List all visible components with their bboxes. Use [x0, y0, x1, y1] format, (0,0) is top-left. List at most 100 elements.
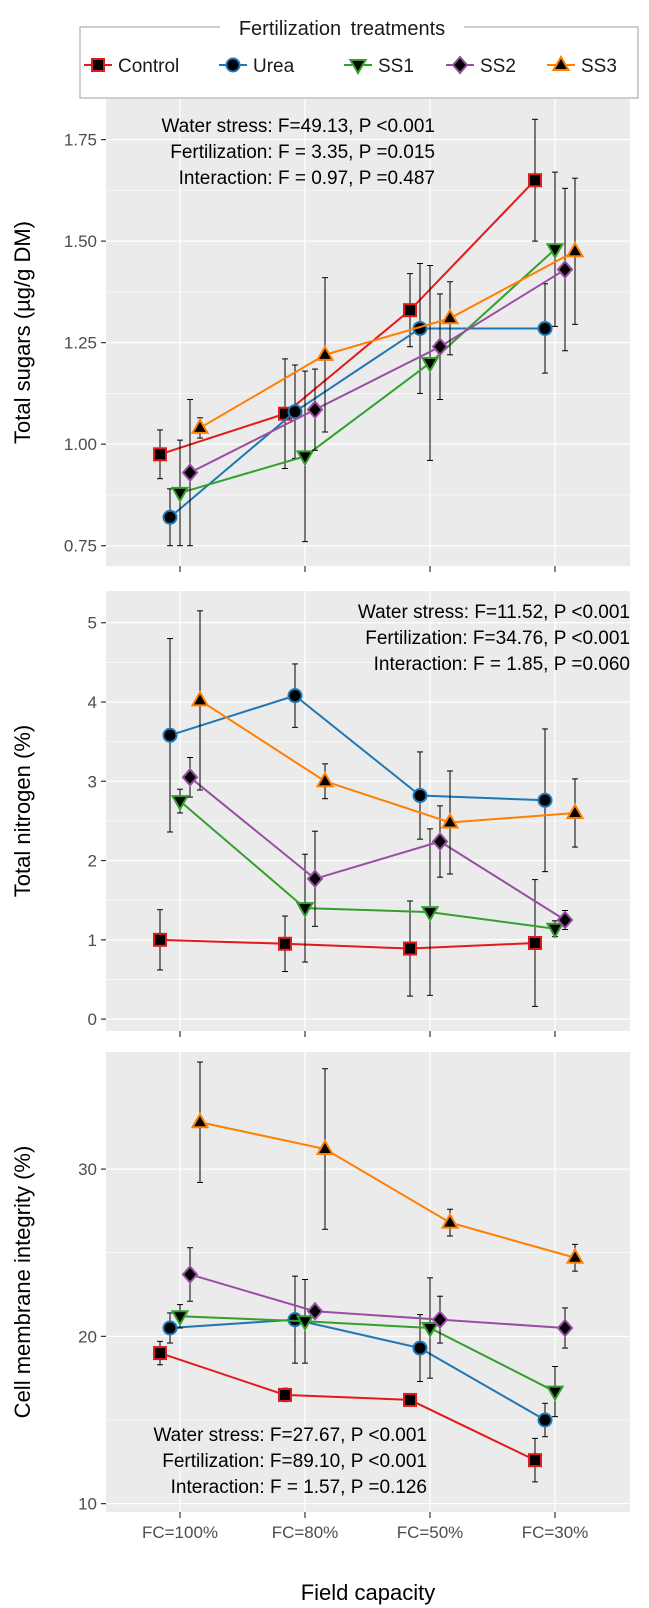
- legend-item-control: Control: [84, 56, 179, 77]
- stats-line: Water stress: F=49.13, P <0.001: [161, 116, 435, 137]
- data-point-ss1: [170, 486, 190, 503]
- series-ss3: [190, 177, 585, 439]
- legend-marker-ss1: [348, 59, 368, 76]
- legend-item-ss3: SS3: [547, 54, 617, 77]
- stats-annotation: Water stress: F=49.13, P <0.001 Fertiliza…: [161, 116, 435, 189]
- series-ss2: [181, 1247, 574, 1349]
- data-point-ss3: [315, 1139, 335, 1156]
- data-point-ss2: [431, 337, 449, 357]
- data-point-ss3: [565, 241, 585, 258]
- data-point-control: [153, 932, 167, 947]
- legend-label-control: Control: [118, 56, 179, 77]
- data-point-urea: [537, 792, 553, 808]
- series-urea: [162, 1275, 553, 1438]
- y-axis-title: Total nitrogen (%): [10, 725, 35, 897]
- data-point-ss2: [306, 869, 324, 889]
- data-point-urea: [287, 688, 303, 704]
- series-urea: [162, 638, 553, 873]
- series-line-ss1: [179, 1315, 556, 1393]
- data-point-ss1: [295, 450, 315, 467]
- series-control: [153, 118, 542, 480]
- stats-line: Fertilization: F=34.76, P <0.001: [365, 628, 630, 649]
- data-point-ss3: [315, 771, 335, 788]
- y-axis-title: Total sugars (µg/g DM): [10, 221, 35, 444]
- data-point-ss1: [295, 1315, 315, 1332]
- data-point-ss2: [556, 260, 574, 280]
- data-point-ss1: [420, 906, 440, 923]
- series-line-urea: [169, 1318, 546, 1421]
- data-point-ss2: [556, 910, 574, 930]
- series-line-ss1: [179, 800, 556, 930]
- series-ss3: [190, 610, 585, 875]
- stats-line: Interaction: F = 0.97, P =0.487: [179, 168, 435, 189]
- data-point-ss1: [170, 1310, 190, 1327]
- stats-annotation: Water stress: F=27.67, P <0.001 Fertiliza…: [153, 1425, 427, 1498]
- data-point-ss2: [431, 1310, 449, 1330]
- data-point-ss3: [565, 802, 585, 819]
- data-point-ss2: [556, 1318, 574, 1338]
- legend-label-ss2: SS2: [480, 56, 516, 77]
- series-ss1: [170, 171, 565, 547]
- series-control: [153, 879, 542, 1007]
- data-point-ss3: [190, 417, 210, 434]
- data-point-control: [278, 1387, 292, 1402]
- data-point-ss2: [306, 400, 324, 420]
- data-point-control: [528, 936, 542, 950]
- data-point-urea: [287, 404, 303, 420]
- data-point-urea: [537, 1412, 553, 1428]
- data-point-control: [403, 1392, 417, 1407]
- legend-marker-ss3: [551, 54, 571, 71]
- series-ss2: [181, 756, 574, 931]
- data-point-ss1: [420, 356, 440, 373]
- series-line-urea: [169, 694, 546, 802]
- series-line-ss3: [199, 699, 576, 824]
- y-tick-label: 5: [88, 614, 97, 633]
- y-tick-label: 1.25: [64, 334, 97, 353]
- series-group: [153, 118, 585, 547]
- data-point-urea: [162, 1320, 178, 1336]
- legend-items: Control Urea SS1 SS2 SS3: [84, 54, 617, 77]
- x-tick-label: FC=80%: [272, 1523, 339, 1542]
- y-tick-label: 3: [88, 772, 97, 791]
- legend-marker-ss2: [451, 55, 469, 75]
- y-tick-label: 20: [78, 1327, 97, 1346]
- y-axis-title: Cell membrane integrity (%): [10, 1146, 35, 1419]
- stats-line: Fertilization: F=89.10, P <0.001: [162, 1451, 427, 1472]
- data-point-ss1: [545, 922, 565, 939]
- series-line-ss3: [199, 250, 576, 429]
- stats-annotation: Water stress: F=11.52, P <0.001 Fertiliza…: [358, 602, 630, 675]
- series-group: [153, 610, 585, 1007]
- data-point-urea: [412, 788, 428, 804]
- data-point-ss3: [565, 1247, 585, 1264]
- data-point-ss1: [545, 1385, 565, 1402]
- legend-item-ss1: SS1: [344, 56, 414, 77]
- y-tick-label: 0.75: [64, 537, 97, 556]
- data-point-control: [153, 447, 167, 462]
- data-point-ss2: [181, 1264, 199, 1284]
- x-tick-label: FC=30%: [522, 1523, 589, 1542]
- y-tick-label: 10: [78, 1495, 97, 1514]
- series-line-ss2: [189, 1273, 566, 1329]
- legend: Fertilization treatments Control Urea SS1 S…: [79, 15, 639, 99]
- series-line-ss2: [189, 268, 566, 474]
- series-ss2: [181, 187, 574, 547]
- y-tick-label: 2: [88, 852, 97, 871]
- series-line-urea: [169, 327, 545, 519]
- data-point-ss2: [306, 1301, 324, 1321]
- stats-line: Water stress: F=27.67, P <0.001: [153, 1425, 427, 1446]
- legend-item-urea: Urea: [219, 56, 295, 77]
- data-point-ss2: [181, 463, 199, 483]
- legend-item-ss2: SS2: [446, 55, 516, 77]
- data-point-ss3: [440, 1212, 460, 1229]
- series-ss1: [170, 788, 565, 996]
- data-point-ss3: [315, 344, 335, 361]
- panel-3: 10 20 30 FC=100% FC=80% FC=50% FC=30% Cell memb…: [10, 1052, 630, 1542]
- data-point-ss1: [295, 902, 315, 919]
- data-point-control: [403, 303, 417, 318]
- y-tick-label: 1.00: [64, 435, 97, 454]
- data-point-urea: [537, 320, 553, 336]
- data-point-ss3: [440, 308, 460, 325]
- series-line-ss3: [199, 1121, 576, 1259]
- stats-line: Fertilization: F = 3.35, P =0.015: [170, 142, 435, 163]
